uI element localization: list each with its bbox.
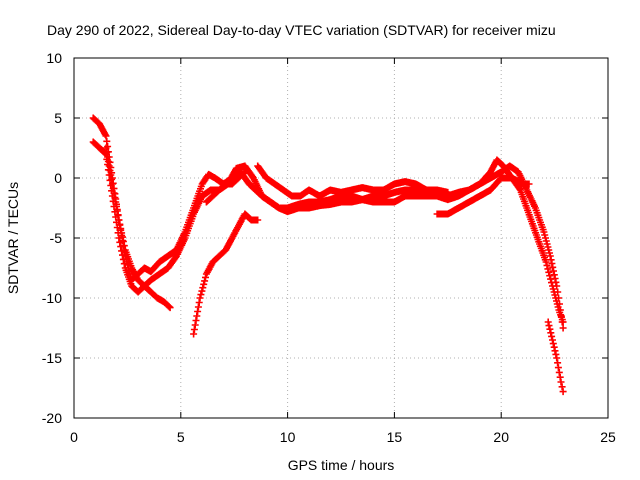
x-tick-label: 15 (387, 429, 403, 445)
plus-markers-track-6 (254, 162, 452, 200)
x-tick-label: 25 (600, 429, 616, 445)
y-tick-label: 5 (54, 110, 62, 126)
plus-markers-track-3 (102, 144, 174, 312)
x-tick-label: 5 (177, 429, 185, 445)
x-axis-label: GPS time / hours (288, 457, 395, 473)
series-track-3 (102, 144, 174, 312)
y-tick-label: -10 (42, 290, 62, 306)
series-track-8 (544, 318, 567, 396)
data-points (89, 114, 567, 396)
y-tick-label: -20 (42, 410, 62, 426)
series-track-4 (190, 210, 262, 338)
chart-title: Day 290 of 2022, Sidereal Day-to-day VTE… (47, 22, 556, 38)
series-track-7 (433, 174, 533, 218)
x-tick-label: 0 (70, 429, 78, 445)
plus-markers-track-7 (433, 174, 533, 218)
y-axis-label: SDTVAR / TECUs (5, 182, 21, 294)
x-tick-label: 20 (493, 429, 509, 445)
series-track-5 (202, 168, 249, 206)
y-tick-label: 10 (46, 50, 62, 66)
axis-ticks: -20 -15 -10 -5 0 5 10 0 5 10 15 20 25 (42, 50, 616, 445)
y-tick-label: 0 (54, 170, 62, 186)
series-track-6 (254, 162, 452, 200)
plus-markers-track-4 (190, 210, 262, 338)
plus-markers-track-8 (544, 318, 567, 396)
y-tick-label: -5 (50, 230, 63, 246)
y-tick-label: -15 (42, 350, 62, 366)
plus-markers-track-5 (202, 168, 249, 206)
x-tick-label: 10 (280, 429, 296, 445)
